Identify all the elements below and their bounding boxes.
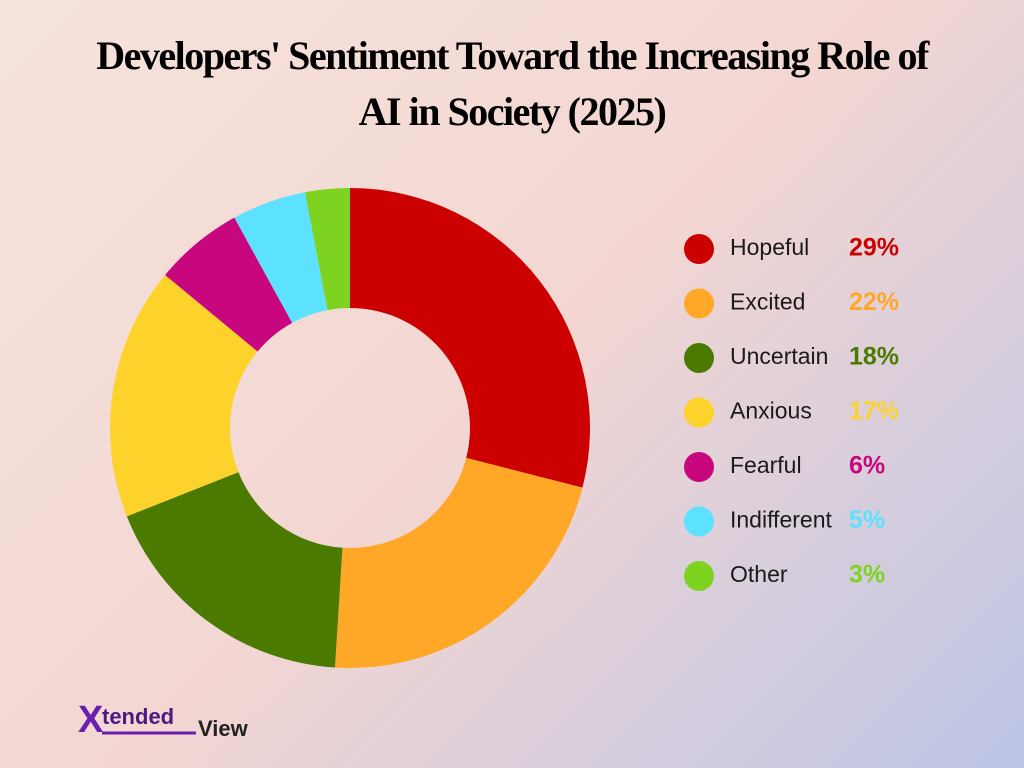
donut-slice bbox=[350, 188, 591, 488]
donut-slice bbox=[165, 217, 293, 352]
donut-slice bbox=[126, 472, 343, 668]
value-label: 17% bbox=[849, 397, 899, 425]
value-label: 5% bbox=[849, 506, 885, 534]
legend-label: Uncertain bbox=[730, 343, 828, 369]
donut-slice bbox=[234, 192, 328, 323]
legend-swatch bbox=[684, 288, 714, 319]
legend-label: Excited bbox=[730, 289, 805, 315]
donut-slice bbox=[110, 275, 258, 517]
legend-swatch bbox=[684, 452, 714, 482]
donut-slice bbox=[305, 188, 350, 311]
legend-swatch bbox=[684, 506, 714, 537]
legend-label: Anxious bbox=[730, 398, 812, 424]
donut-slice bbox=[334, 457, 583, 668]
legend-swatch bbox=[684, 561, 714, 591]
legend-swatch bbox=[684, 234, 714, 264]
legend-label: Fearful bbox=[730, 452, 802, 478]
legend-label: Other bbox=[730, 561, 788, 587]
value-label: 22% bbox=[849, 288, 899, 316]
logo-text: tended bbox=[102, 704, 174, 729]
legend-label: Indifferent bbox=[730, 507, 832, 533]
logo-mark: X bbox=[78, 699, 104, 741]
logo-suffix: View bbox=[198, 716, 249, 741]
chart-title: Developers' Sentiment Toward the Increas… bbox=[96, 33, 929, 134]
legend-swatch bbox=[684, 343, 714, 373]
value-label: 3% bbox=[849, 561, 885, 589]
value-label: 6% bbox=[849, 452, 885, 480]
value-label: 18% bbox=[849, 343, 899, 371]
value-label: 29% bbox=[849, 234, 899, 262]
legend-label: Hopeful bbox=[730, 234, 809, 260]
legend-swatch bbox=[684, 397, 714, 428]
